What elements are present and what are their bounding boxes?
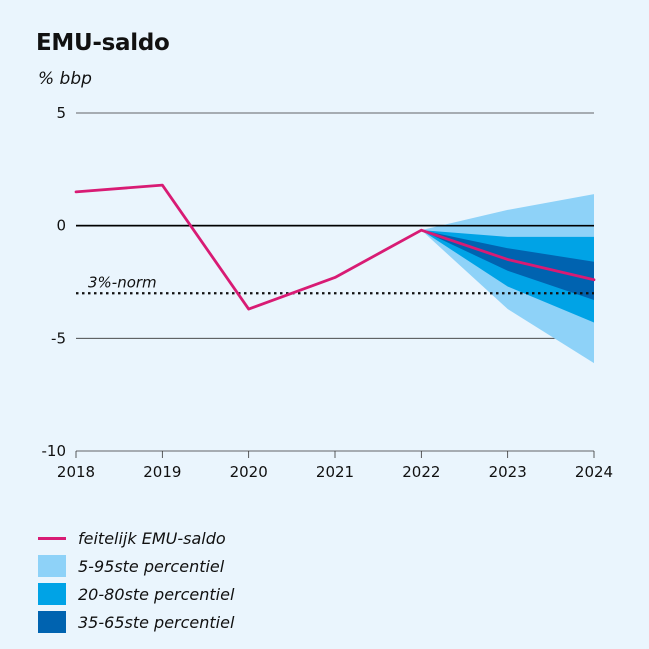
x-tick-label: 2020 xyxy=(230,463,268,481)
legend-swatch-p35-65 xyxy=(38,611,66,633)
x-tick-label: 2018 xyxy=(57,463,95,481)
chart-title: EMU-saldo xyxy=(36,30,170,56)
legend-line-actual xyxy=(38,536,66,540)
x-tick-label: 2024 xyxy=(575,463,613,481)
y-axis-label: % bbp xyxy=(38,69,92,89)
legend-swatch-p20-80 xyxy=(38,583,66,605)
legend-item-p20-80: 20-80ste percentiel xyxy=(38,580,234,608)
x-tick-label: 2023 xyxy=(489,463,527,481)
y-tick-label: -10 xyxy=(42,442,67,460)
legend-item-p5-95: 5-95ste percentiel xyxy=(38,552,234,580)
y-tick-label: 0 xyxy=(56,217,66,235)
legend-item-actual: feitelijk EMU-saldo xyxy=(38,524,234,552)
legend-item-p35-65: 35-65ste percentiel xyxy=(38,608,234,636)
legend-swatch-p5-95 xyxy=(38,555,66,577)
band-2 xyxy=(421,230,594,301)
series-line-0 xyxy=(74,183,596,311)
x-tick-label: 2022 xyxy=(402,463,440,481)
legend-label-p5-95: 5-95ste percentiel xyxy=(78,556,225,576)
y-tick-label: 5 xyxy=(56,104,66,122)
y-tick-label: -5 xyxy=(51,329,66,347)
legend-label-actual: feitelijk EMU-saldo xyxy=(78,528,226,548)
legend: feitelijk EMU-saldo 5-95ste percentiel 2… xyxy=(38,524,234,636)
legend-label-p20-80: 20-80ste percentiel xyxy=(78,584,235,604)
x-tick-label: 2019 xyxy=(143,463,181,481)
norm-label: 3%-norm xyxy=(88,273,157,291)
x-tick-label: 2021 xyxy=(316,463,354,481)
band-1 xyxy=(421,230,594,323)
legend-label-p35-65: 35-65ste percentiel xyxy=(78,612,235,632)
